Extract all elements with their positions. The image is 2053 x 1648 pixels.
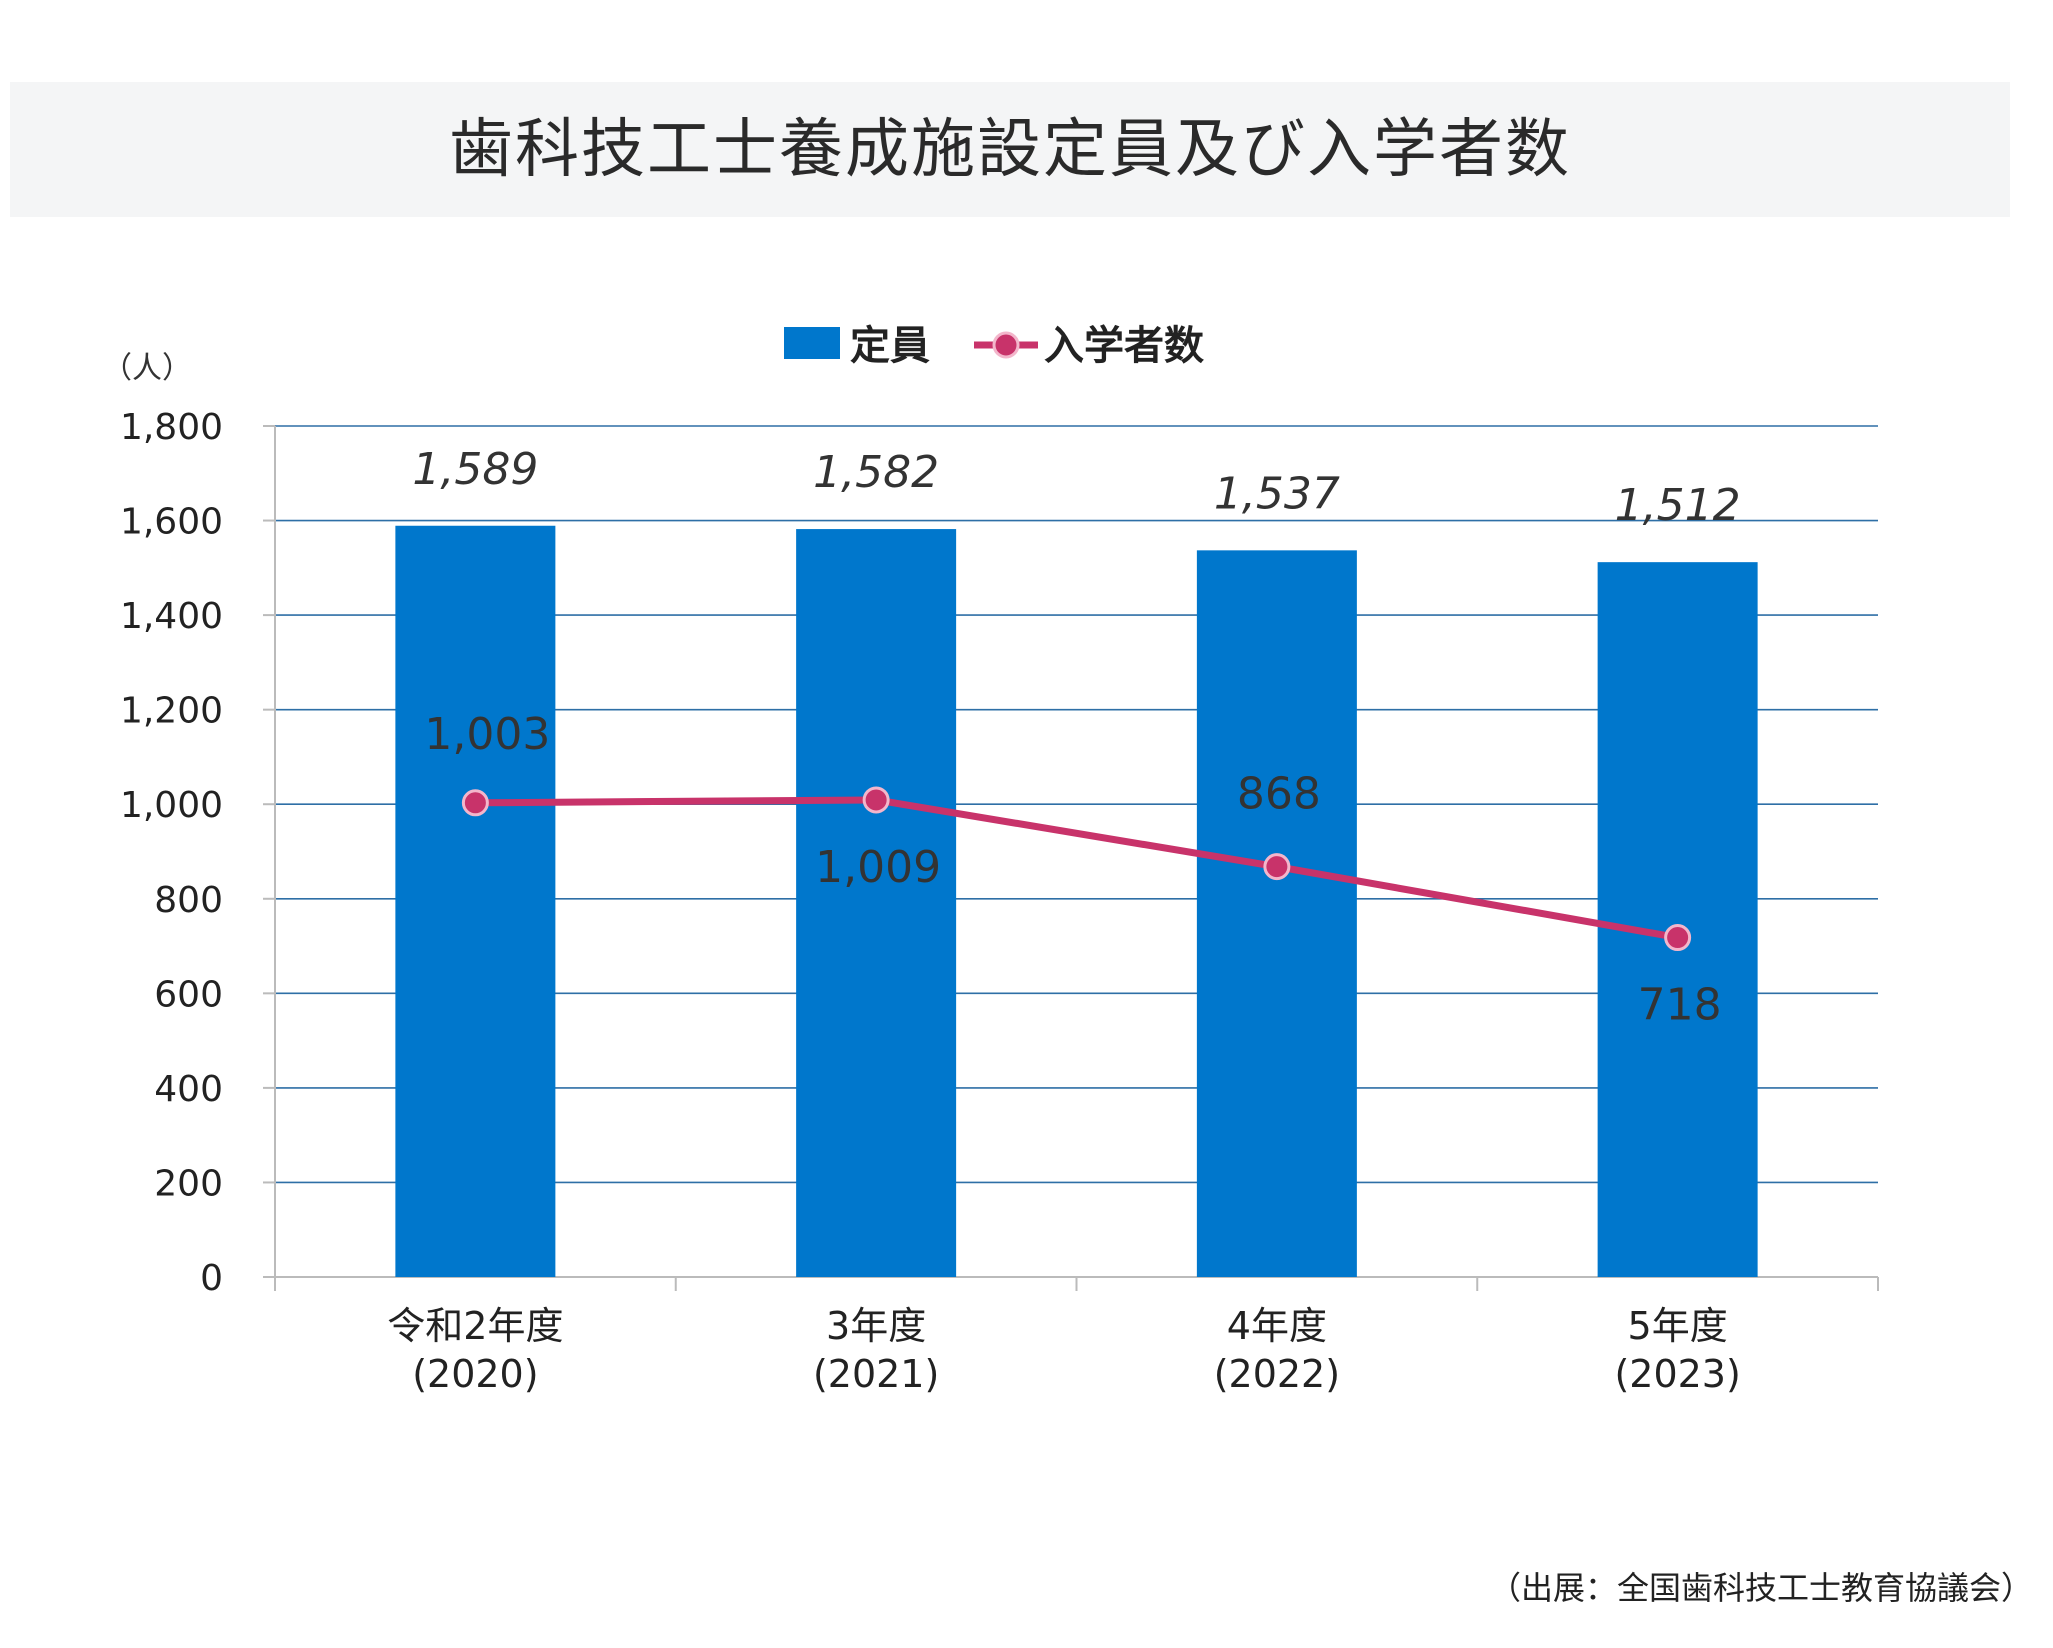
x-category-label: 令和2年度 bbox=[387, 1304, 563, 1348]
y-tick-label: 1,200 bbox=[120, 691, 223, 732]
line-point bbox=[862, 786, 890, 814]
y-tick-label: 1,000 bbox=[120, 785, 223, 826]
chart-title: 歯科技工士養成施設定員及び入学者数 bbox=[449, 113, 1571, 187]
x-category-year-label: (2020) bbox=[412, 1352, 538, 1396]
y-tick-label: 1,600 bbox=[120, 502, 223, 543]
source-note: （出展：全国歯科技工士教育協議会） bbox=[1488, 1569, 2033, 1607]
x-category-year-label: (2022) bbox=[1214, 1352, 1340, 1396]
y-tick-label: 400 bbox=[154, 1069, 223, 1110]
line-data-label: 718 bbox=[1638, 980, 1722, 1031]
y-tick-label: 800 bbox=[154, 880, 223, 921]
bar-data-label: 1,582 bbox=[813, 447, 939, 498]
x-category-label: 4年度 bbox=[1227, 1304, 1327, 1348]
bar-data-label: 1,537 bbox=[1214, 468, 1340, 519]
line-series-path bbox=[475, 796, 1679, 941]
x-category-label: 3年度 bbox=[826, 1304, 926, 1348]
y-tick-label: 200 bbox=[154, 1163, 223, 1204]
bar-data-label: 1,589 bbox=[412, 444, 538, 495]
x-category-year-label: (2023) bbox=[1614, 1352, 1740, 1396]
line-point bbox=[1664, 924, 1692, 952]
bar bbox=[796, 529, 957, 1277]
legend-swatch-bar bbox=[784, 327, 840, 359]
title-band bbox=[10, 82, 2010, 217]
y-tick-label: 1,800 bbox=[120, 407, 223, 448]
line-data-label: 868 bbox=[1237, 769, 1321, 820]
bar bbox=[1196, 550, 1357, 1277]
x-category-year-label: (2021) bbox=[813, 1352, 939, 1396]
line-point bbox=[1263, 853, 1291, 881]
bar-data-label: 1,512 bbox=[1615, 480, 1741, 531]
legend-label-line: 入学者数 bbox=[1044, 323, 1204, 369]
y-unit-label: （人） bbox=[102, 351, 192, 386]
legend-label-bar: 定員 bbox=[850, 323, 930, 369]
x-category-label: 5年度 bbox=[1628, 1304, 1728, 1348]
y-tick-label: 600 bbox=[154, 974, 223, 1015]
line-data-label: 1,009 bbox=[815, 842, 941, 893]
legend-swatch-point bbox=[992, 331, 1020, 359]
y-tick-label: 0 bbox=[200, 1258, 223, 1299]
line-point bbox=[461, 789, 489, 817]
bar bbox=[395, 525, 556, 1277]
line-data-label: 1,003 bbox=[424, 709, 550, 760]
y-tick-label: 1,400 bbox=[120, 596, 223, 637]
bar bbox=[1597, 562, 1758, 1277]
